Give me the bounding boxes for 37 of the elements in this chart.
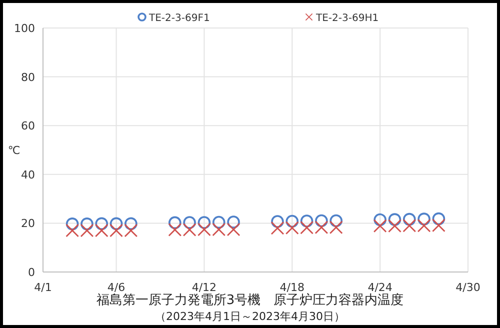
x-tick-label: 4/1 xyxy=(34,281,52,294)
point xyxy=(271,215,284,228)
point xyxy=(300,214,314,228)
point xyxy=(168,216,182,230)
point xyxy=(183,216,196,229)
point xyxy=(110,217,123,230)
point xyxy=(432,212,446,226)
y-axis-title: ℃ xyxy=(8,144,20,157)
point xyxy=(286,214,299,228)
point xyxy=(374,213,386,226)
point xyxy=(198,216,211,229)
text: 福島第一原子力発電所3号機 原子炉圧力容器内温度 xyxy=(96,292,404,308)
y-tick-label: 80 xyxy=(21,70,35,84)
legend-label: TE-2-3-69H1 xyxy=(315,13,379,24)
y-tick-label: 60 xyxy=(21,120,35,133)
x-tick-label: 4/30 xyxy=(456,281,480,294)
point xyxy=(418,212,430,226)
point xyxy=(402,212,416,226)
y-tick-label: 40 xyxy=(21,168,35,182)
point xyxy=(80,218,94,230)
x-tick-label: 4/18 xyxy=(280,281,304,294)
y-tick-label: 20 xyxy=(21,217,35,230)
legend-label: TE-2-3-69F1 xyxy=(148,13,210,24)
point xyxy=(212,216,226,229)
point xyxy=(330,214,343,228)
x-tick-label: 4/12 xyxy=(192,281,217,294)
point xyxy=(66,218,79,230)
text: （2023年4月1日～2023年4月30日） xyxy=(155,310,345,323)
point xyxy=(124,217,138,230)
point xyxy=(227,216,240,228)
x-tick-label: 4/6 xyxy=(107,281,126,294)
x-tick-label: 4/24 xyxy=(368,281,392,294)
y-tick-label: 100 xyxy=(14,22,35,35)
point xyxy=(315,214,328,228)
point xyxy=(95,217,108,230)
point xyxy=(388,213,402,226)
y-tick-label: 0 xyxy=(28,266,35,279)
